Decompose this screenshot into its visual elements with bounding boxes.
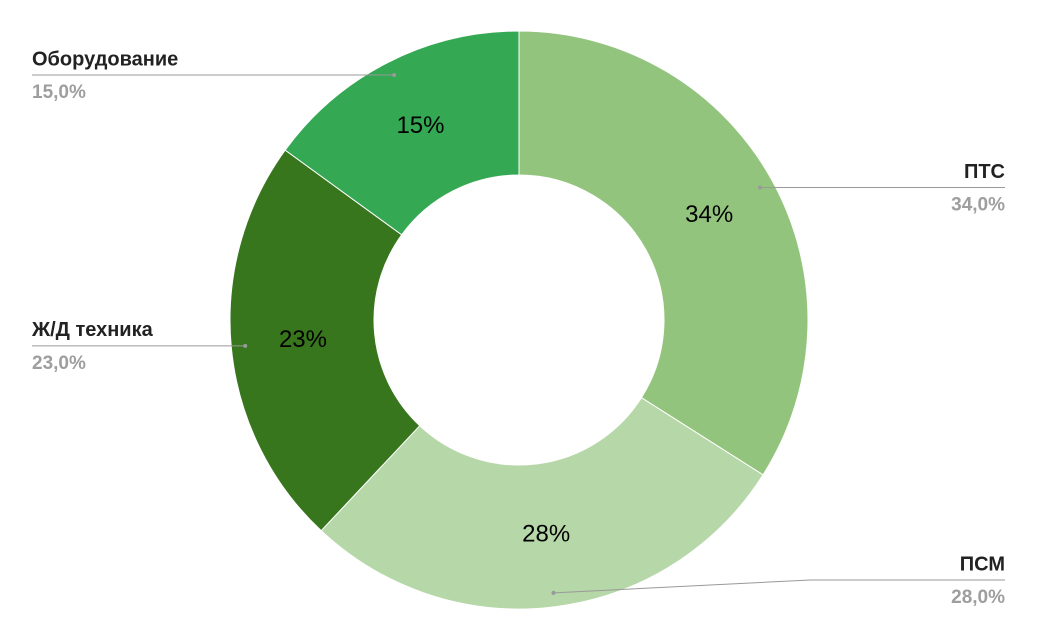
slice-label: 15% xyxy=(396,112,444,139)
slice-label: 28% xyxy=(522,521,570,548)
percent-label: 23,0% xyxy=(32,353,86,374)
legend-label: Ж/Д техника xyxy=(31,319,154,341)
legend-label: ПСМ xyxy=(960,553,1005,575)
donut-slice xyxy=(229,149,421,532)
legend-label: Оборудование xyxy=(32,48,178,70)
percent-label: 15,0% xyxy=(32,82,86,103)
donut-slice xyxy=(284,30,520,236)
slice-label: 23% xyxy=(279,326,327,353)
donut-slice xyxy=(518,30,809,476)
leader-line xyxy=(553,579,1005,594)
legend-label: ПТС xyxy=(964,161,1005,183)
slice-label: 34% xyxy=(685,201,733,228)
percent-label: 34,0% xyxy=(951,195,1005,216)
donut-slice xyxy=(320,397,764,610)
percent-label: 28,0% xyxy=(951,587,1005,608)
